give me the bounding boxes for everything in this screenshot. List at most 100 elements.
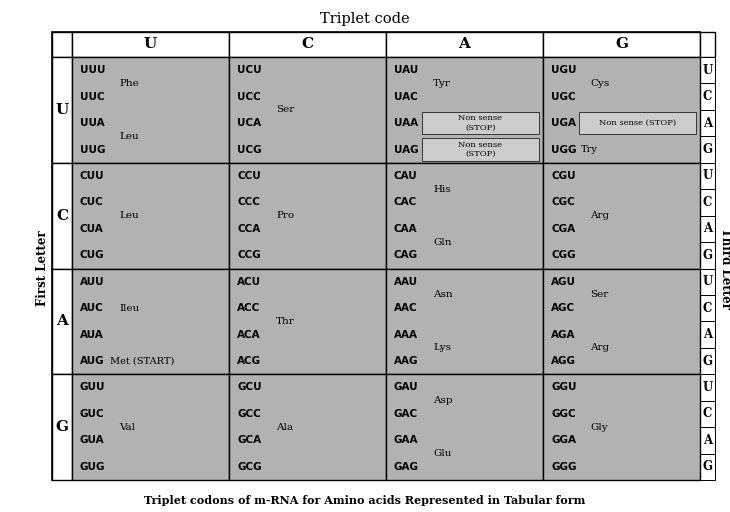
Bar [700,32,715,57]
Text: AGC: AGC [551,303,575,313]
Text: CUU: CUU [80,171,104,181]
Text: UCU: UCU [237,65,261,75]
Bar [543,268,700,374]
Text: A: A [703,117,712,130]
Text: UAG: UAG [394,144,418,155]
Bar [52,57,72,163]
Text: ACA: ACA [237,330,261,339]
Text: CCG: CCG [237,250,261,260]
Text: Asn: Asn [433,290,453,300]
Text: CGG: CGG [551,250,576,260]
Text: CAC: CAC [394,198,418,207]
Text: AAG: AAG [394,356,418,366]
Text: U: U [702,63,712,77]
Text: GAA: GAA [394,435,418,445]
Bar [700,427,715,454]
Bar [386,268,543,374]
Text: UGG: UGG [551,144,577,155]
Text: CGC: CGC [551,198,575,207]
Bar [229,57,386,163]
Text: GAC: GAC [394,409,418,419]
Text: C: C [703,90,712,103]
Bar [52,374,72,480]
Text: CGU: CGU [551,171,576,181]
Text: UUC: UUC [80,92,104,102]
Bar [700,189,715,216]
Text: GAU: GAU [394,382,418,393]
Text: GGA: GGA [551,435,576,445]
Bar [386,163,543,268]
Bar [543,57,700,163]
Text: Third Letter: Third Letter [718,228,730,309]
Text: GUG: GUG [80,462,106,472]
Text: C: C [301,37,314,52]
Text: AGG: AGG [551,356,576,366]
Bar [543,374,700,480]
Bar [700,454,715,480]
Text: Non sense (STOP): Non sense (STOP) [599,119,676,127]
Text: UGC: UGC [551,92,576,102]
Text: Leu: Leu [119,132,139,141]
Text: GAG: GAG [394,462,419,472]
Text: First Letter: First Letter [36,230,48,306]
Text: C: C [703,408,712,420]
Text: Thr: Thr [276,317,295,326]
Bar [52,32,72,57]
Bar [700,401,715,427]
Text: A: A [56,314,68,328]
Text: UGU: UGU [551,65,577,75]
Text: U: U [55,103,69,117]
Text: U: U [702,169,712,182]
Bar [229,163,386,268]
Text: AAC: AAC [394,303,418,313]
Text: Ileu: Ileu [119,304,139,313]
Text: UCC: UCC [237,92,261,102]
Text: AAU: AAU [394,276,418,287]
Text: CUA: CUA [80,224,104,234]
Text: C: C [56,208,68,223]
Bar [700,322,715,348]
Text: GUC: GUC [80,409,104,419]
Text: A: A [703,434,712,447]
Text: Val: Val [119,422,135,432]
Text: UAC: UAC [394,92,418,102]
Text: AAA: AAA [394,330,418,339]
Bar [229,268,386,374]
Bar [229,32,386,57]
Text: CCU: CCU [237,171,261,181]
Bar [700,268,715,295]
Text: CAU: CAU [394,171,418,181]
Text: Asp: Asp [433,396,453,405]
Text: Cys: Cys [590,79,610,88]
Text: Triplet codons of m-RNA for Amino acids Represented in Tabular form: Triplet codons of m-RNA for Amino acids … [145,495,585,506]
Bar [700,348,715,374]
Bar [229,374,386,480]
Bar [700,136,715,163]
Text: UGA: UGA [551,118,576,128]
Text: CAG: CAG [394,250,418,260]
Text: Gly: Gly [590,422,607,432]
Text: G: G [55,420,69,434]
Text: Lys: Lys [433,344,451,352]
Bar [579,112,696,134]
Text: GGG: GGG [551,462,577,472]
Text: CUG: CUG [80,250,104,260]
Text: A: A [703,222,712,236]
Text: AGA: AGA [551,330,575,339]
Bar [543,32,700,57]
Text: Ser: Ser [590,290,608,300]
Text: Pro: Pro [276,211,294,220]
Text: GCA: GCA [237,435,261,445]
Text: GCC: GCC [237,409,261,419]
Bar [543,163,700,268]
Text: GUU: GUU [80,382,106,393]
Text: C: C [703,196,712,209]
Bar [72,268,229,374]
Text: Try: Try [581,145,598,154]
Text: Arg: Arg [590,344,609,352]
Text: G: G [702,249,712,262]
Text: ACC: ACC [237,303,261,313]
Text: A: A [458,37,470,52]
Bar [52,268,72,374]
Text: Arg: Arg [590,211,609,220]
